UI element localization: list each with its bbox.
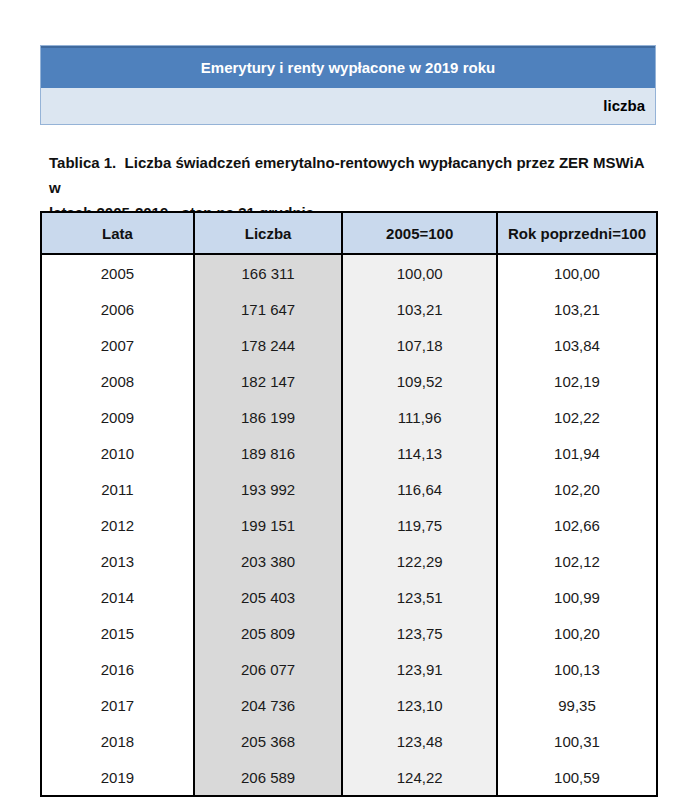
table-cell: 116,64 bbox=[342, 471, 497, 507]
banner-title: Emerytury i renty wypłacone w 2019 roku bbox=[41, 46, 655, 88]
table-cell: 166 311 bbox=[194, 254, 343, 291]
table-cell: 102,22 bbox=[497, 399, 657, 435]
table-cell: 171 647 bbox=[194, 291, 343, 327]
table-cell: 2010 bbox=[41, 435, 194, 471]
table-cell: 204 736 bbox=[194, 687, 343, 723]
table-cell: 193 992 bbox=[194, 471, 343, 507]
table-cell: 100,00 bbox=[497, 254, 657, 291]
table-cell: 2009 bbox=[41, 399, 194, 435]
table-cell: 101,94 bbox=[497, 435, 657, 471]
table-cell: 189 816 bbox=[194, 435, 343, 471]
table-cell: 102,12 bbox=[497, 543, 657, 579]
table-row: 2008182 147109,52102,19 bbox=[41, 363, 657, 399]
table-cell: 100,00 bbox=[342, 254, 497, 291]
table-cell: 2012 bbox=[41, 507, 194, 543]
table-row: 2017204 736123,1099,35 bbox=[41, 687, 657, 723]
table-row: 2019206 589124,22100,59 bbox=[41, 759, 657, 796]
table-cell: 205 809 bbox=[194, 615, 343, 651]
table-row: 2012199 151119,75102,66 bbox=[41, 507, 657, 543]
table-cell: 199 151 bbox=[194, 507, 343, 543]
table-row: 2013203 380122,29102,12 bbox=[41, 543, 657, 579]
table-cell: 205 368 bbox=[194, 723, 343, 759]
table-cell: 2011 bbox=[41, 471, 194, 507]
table-cell: 186 199 bbox=[194, 399, 343, 435]
table-cell: 205 403 bbox=[194, 579, 343, 615]
table-row: 2015205 809123,75100,20 bbox=[41, 615, 657, 651]
table-cell: 2013 bbox=[41, 543, 194, 579]
table-row: 2014205 403123,51100,99 bbox=[41, 579, 657, 615]
table-cell: 124,22 bbox=[342, 759, 497, 796]
column-header: Liczba bbox=[194, 212, 343, 254]
table-row: 2018205 368123,48100,31 bbox=[41, 723, 657, 759]
table-cell: 2018 bbox=[41, 723, 194, 759]
table-cell: 111,96 bbox=[342, 399, 497, 435]
table-cell: 100,59 bbox=[497, 759, 657, 796]
table-cell: 123,75 bbox=[342, 615, 497, 651]
column-header: Rok poprzedni=100 bbox=[497, 212, 657, 254]
table-cell: 102,19 bbox=[497, 363, 657, 399]
table-cell: 2005 bbox=[41, 254, 194, 291]
table-cell: 100,13 bbox=[497, 651, 657, 687]
table-cell: 123,10 bbox=[342, 687, 497, 723]
table-cell: 107,18 bbox=[342, 327, 497, 363]
table-cell: 103,21 bbox=[342, 291, 497, 327]
table-cell: 123,91 bbox=[342, 651, 497, 687]
table-body: 2005166 311100,00100,002006171 647103,21… bbox=[41, 254, 657, 796]
table-cell: 103,21 bbox=[497, 291, 657, 327]
column-header: Lata bbox=[41, 212, 194, 254]
table-cell: 2019 bbox=[41, 759, 194, 796]
table-cell: 122,29 bbox=[342, 543, 497, 579]
report-banner: Emerytury i renty wypłacone w 2019 roku … bbox=[40, 45, 656, 125]
table-row: 2005166 311100,00100,00 bbox=[41, 254, 657, 291]
table-header-row: LataLiczba2005=100Rok poprzedni=100 bbox=[41, 212, 657, 254]
table-cell: 100,31 bbox=[497, 723, 657, 759]
table-cell: 119,75 bbox=[342, 507, 497, 543]
caption-line-1: Tablica 1. Liczba świadczeń emerytalno-r… bbox=[49, 150, 655, 200]
table-cell: 182 147 bbox=[194, 363, 343, 399]
column-header: 2005=100 bbox=[342, 212, 497, 254]
table-cell: 103,84 bbox=[497, 327, 657, 363]
table-cell: 99,35 bbox=[497, 687, 657, 723]
table-row: 2010189 816114,13101,94 bbox=[41, 435, 657, 471]
banner-subtitle: liczba bbox=[41, 88, 655, 124]
table-row: 2011193 992116,64102,20 bbox=[41, 471, 657, 507]
table-row: 2007178 244107,18103,84 bbox=[41, 327, 657, 363]
table-cell: 123,51 bbox=[342, 579, 497, 615]
table-cell: 102,66 bbox=[497, 507, 657, 543]
table-row: 2006171 647103,21103,21 bbox=[41, 291, 657, 327]
table-row: 2009186 199111,96102,22 bbox=[41, 399, 657, 435]
report-page: Emerytury i renty wypłacone w 2019 roku … bbox=[0, 0, 699, 802]
table-cell: 102,20 bbox=[497, 471, 657, 507]
data-table: LataLiczba2005=100Rok poprzedni=100 2005… bbox=[40, 211, 658, 797]
table-cell: 114,13 bbox=[342, 435, 497, 471]
table-cell: 2014 bbox=[41, 579, 194, 615]
table-cell: 109,52 bbox=[342, 363, 497, 399]
table-cell: 178 244 bbox=[194, 327, 343, 363]
table-cell: 203 380 bbox=[194, 543, 343, 579]
table-cell: 2017 bbox=[41, 687, 194, 723]
table-row: 2016206 077123,91100,13 bbox=[41, 651, 657, 687]
table-cell: 2008 bbox=[41, 363, 194, 399]
table-cell: 2016 bbox=[41, 651, 194, 687]
table-cell: 100,99 bbox=[497, 579, 657, 615]
table-cell: 2015 bbox=[41, 615, 194, 651]
table-cell: 2006 bbox=[41, 291, 194, 327]
table-cell: 100,20 bbox=[497, 615, 657, 651]
table-cell: 206 589 bbox=[194, 759, 343, 796]
table-cell: 206 077 bbox=[194, 651, 343, 687]
table-cell: 123,48 bbox=[342, 723, 497, 759]
table-cell: 2007 bbox=[41, 327, 194, 363]
